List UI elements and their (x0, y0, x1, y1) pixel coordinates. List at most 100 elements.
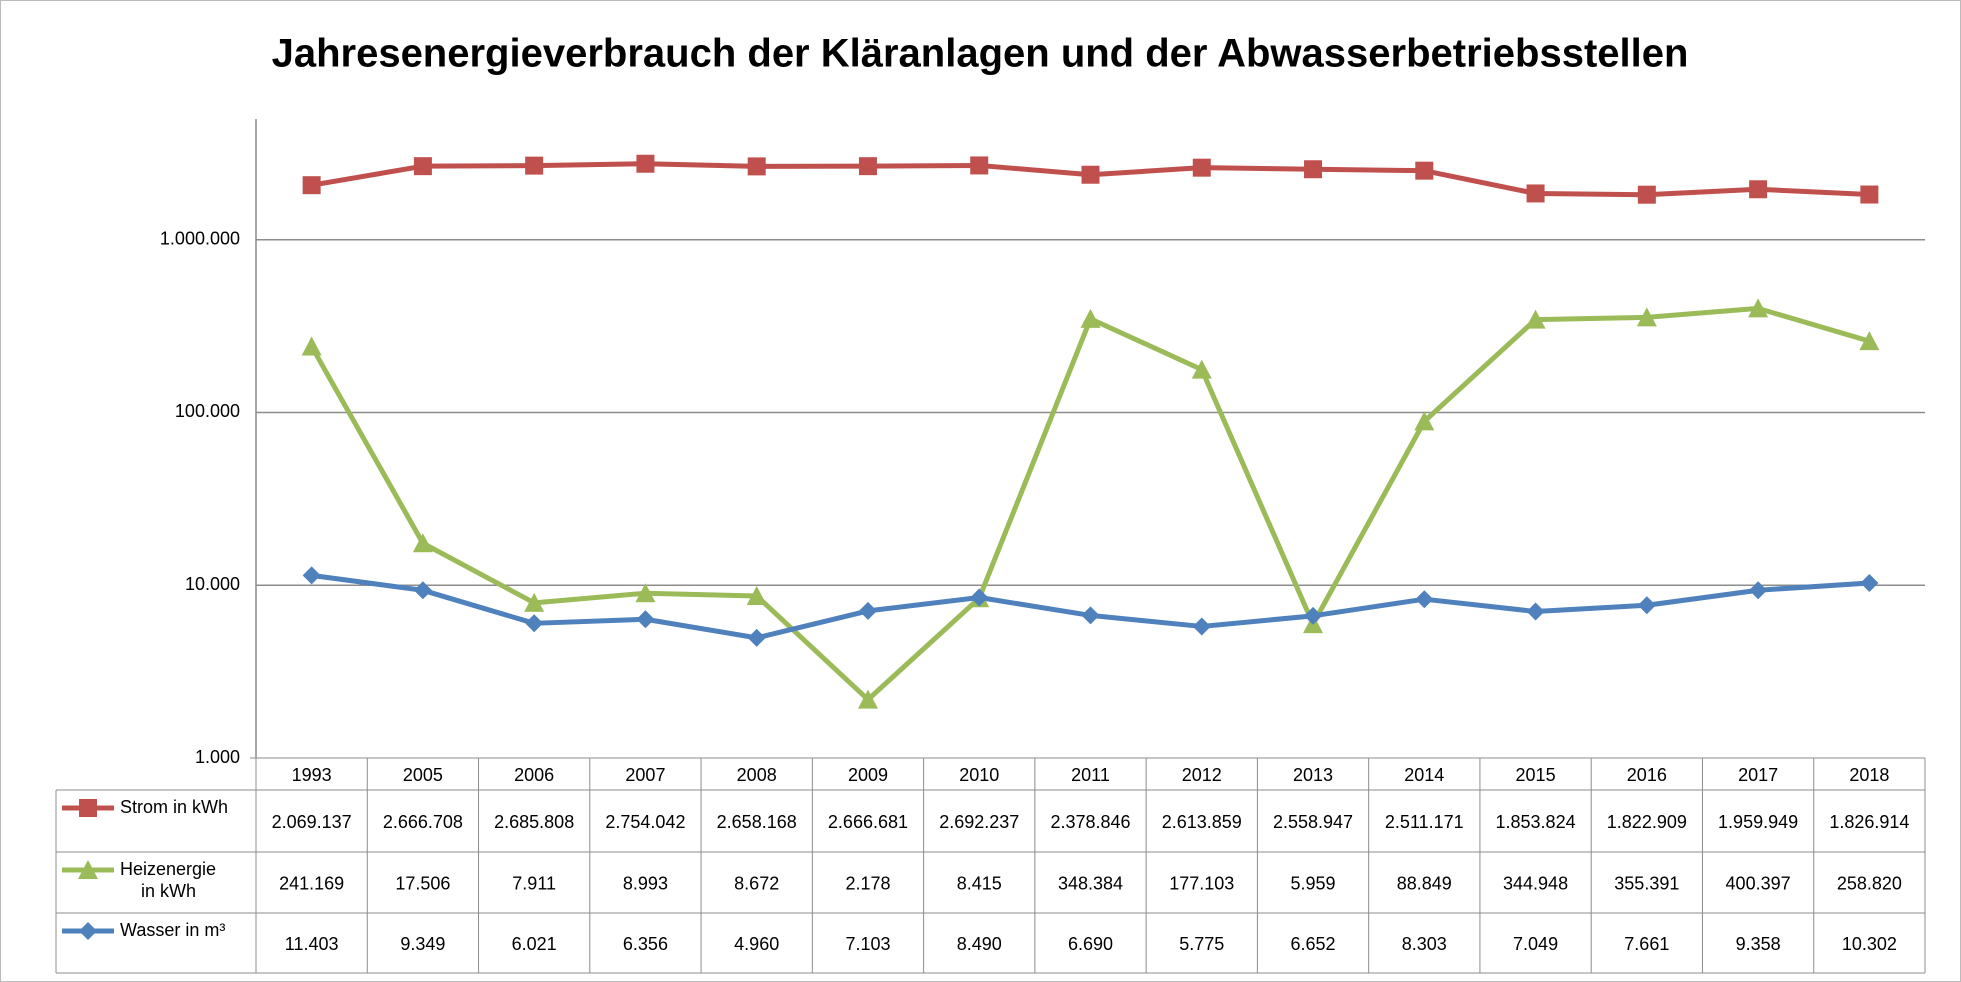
marker (1637, 596, 1656, 615)
table-value: 6.356 (623, 934, 668, 954)
table-value: 2.511.171 (1385, 812, 1464, 832)
marker (636, 154, 655, 173)
table-value: 355.391 (1614, 873, 1679, 893)
table-value: 2.685.808 (494, 812, 574, 832)
table-value: 2.613.859 (1162, 812, 1242, 832)
marker (1636, 307, 1657, 327)
chart-title: Jahresenergieverbrauch der Kläranlagen u… (272, 32, 1689, 76)
x-tick-label: 2005 (403, 765, 443, 785)
table-value: 177.103 (1169, 873, 1234, 893)
marker (858, 157, 877, 176)
table-value: 11.403 (285, 934, 339, 954)
table-value: 241.169 (279, 873, 344, 893)
x-tick-label: 2013 (1293, 765, 1333, 785)
marker (1192, 158, 1211, 177)
legend-marker (79, 922, 97, 940)
table-value: 258.820 (1837, 873, 1902, 893)
marker (1526, 602, 1545, 621)
table-value: 2.069.137 (272, 812, 352, 832)
marker (302, 566, 321, 585)
marker (746, 585, 767, 605)
y-tick-label: 1.000.000 (160, 228, 240, 248)
table-value: 1.822.909 (1607, 812, 1687, 832)
x-tick-label: 1993 (292, 765, 332, 785)
x-tick-label: 2010 (959, 765, 999, 785)
x-tick-label: 2011 (1071, 765, 1110, 785)
table-value: 2.558.947 (1273, 812, 1353, 832)
x-tick-label: 2017 (1738, 765, 1778, 785)
marker (1414, 411, 1435, 431)
table-value: 2.666.681 (828, 812, 908, 832)
table-value: 6.021 (512, 934, 557, 954)
x-tick-label: 2014 (1404, 765, 1444, 785)
table-value: 10.302 (1842, 934, 1897, 954)
x-tick-label: 2015 (1516, 765, 1556, 785)
x-tick-label: 2009 (848, 765, 888, 785)
table-value: 2.378.846 (1050, 812, 1130, 832)
marker (525, 614, 544, 633)
table-value: 17.506 (395, 873, 450, 893)
table-value: 344.948 (1503, 873, 1568, 893)
y-tick-label: 10.000 (185, 574, 240, 594)
table-value: 2.692.237 (939, 812, 1019, 832)
y-tick-label: 100.000 (175, 401, 240, 421)
x-tick-label: 2012 (1182, 765, 1222, 785)
marker (1192, 617, 1211, 636)
marker (636, 610, 655, 629)
table-value: 8.490 (957, 934, 1002, 954)
table-value: 1.853.824 (1496, 812, 1576, 832)
legend-marker (78, 860, 98, 879)
marker (1415, 590, 1434, 609)
table-value: 400.397 (1726, 873, 1791, 893)
marker (1191, 359, 1212, 379)
table-value: 4.960 (734, 934, 779, 954)
marker (302, 176, 321, 195)
table-value: 348.384 (1058, 873, 1123, 893)
x-tick-label: 2018 (1849, 765, 1889, 785)
x-tick-label: 2008 (737, 765, 777, 785)
marker (858, 601, 877, 620)
table-value: 7.049 (1513, 934, 1558, 954)
table-value: 5.959 (1291, 873, 1336, 893)
legend-marker (79, 799, 97, 817)
marker (413, 157, 432, 176)
marker (970, 588, 989, 607)
x-tick-label: 2007 (625, 765, 665, 785)
marker (1749, 581, 1768, 600)
table-value: 6.690 (1068, 934, 1113, 954)
table-value: 9.358 (1736, 934, 1781, 954)
marker (1081, 606, 1100, 625)
marker (412, 533, 433, 553)
table-value: 7.661 (1624, 934, 1669, 954)
table-value: 9.349 (400, 934, 445, 954)
marker (301, 336, 322, 356)
table-value: 2.754.042 (605, 812, 685, 832)
table-value: 5.775 (1179, 934, 1224, 954)
table-value: 8.303 (1402, 934, 1447, 954)
table-value: 8.993 (623, 873, 668, 893)
marker (1526, 184, 1545, 203)
marker (857, 689, 878, 709)
marker (1860, 574, 1879, 593)
legend-label: Wasser in m³ (120, 920, 225, 940)
marker (1749, 180, 1768, 199)
marker (635, 583, 656, 603)
table-value: 7.911 (512, 873, 556, 893)
table-value: 2.666.708 (383, 812, 463, 832)
marker (1860, 185, 1879, 204)
y-tick-label: 1.000 (195, 747, 240, 767)
table-value: 88.849 (1397, 873, 1452, 893)
table-value: 1.826.914 (1829, 812, 1909, 832)
marker (1080, 308, 1101, 328)
marker (1859, 331, 1880, 351)
x-tick-label: 2016 (1627, 765, 1667, 785)
table-value: 1.959.949 (1718, 812, 1798, 832)
marker (970, 156, 989, 175)
table-value: 2.658.168 (717, 812, 797, 832)
legend-label: Heizenergie in kWh (120, 859, 216, 901)
x-tick-label: 2006 (514, 765, 554, 785)
table-value: 8.672 (734, 873, 779, 893)
marker (1304, 160, 1323, 179)
